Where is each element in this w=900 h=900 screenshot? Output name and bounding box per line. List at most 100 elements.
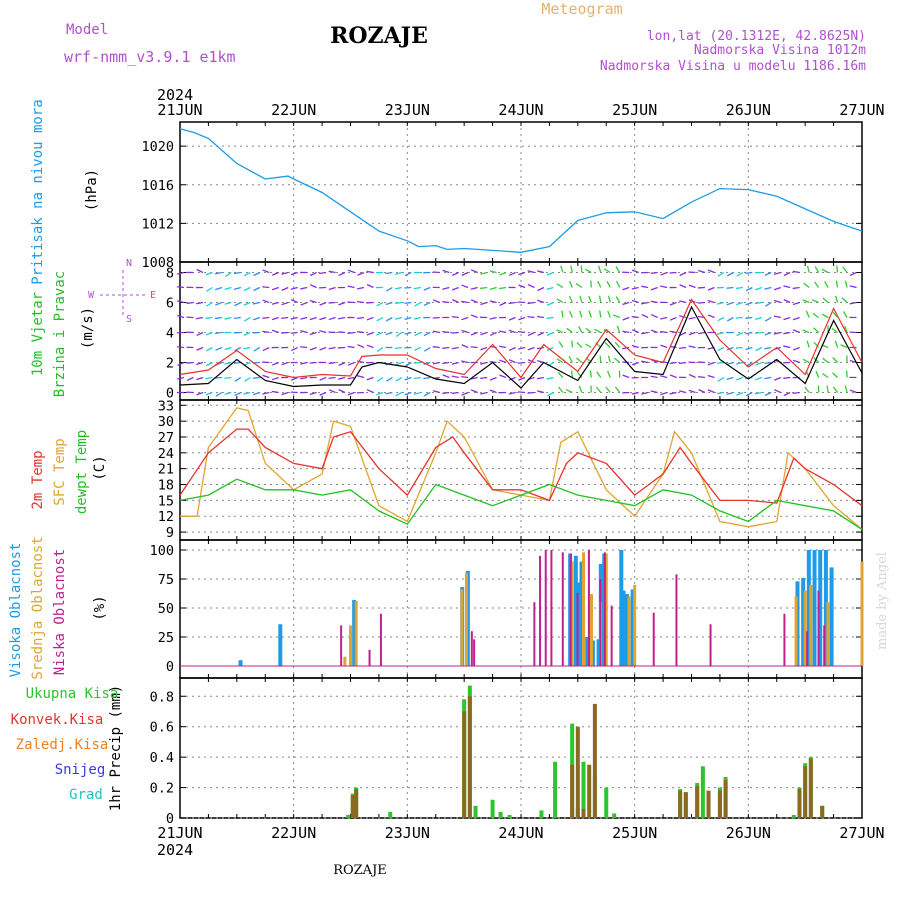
- wind-arrow: [290, 286, 298, 290]
- precip-conv-bar: [462, 711, 467, 818]
- direction-legend: W E S N: [88, 258, 156, 325]
- wind-arrow: [224, 301, 232, 305]
- wind-arrow: [707, 374, 715, 379]
- wind-arrow: [461, 284, 469, 289]
- wind-arrow: [442, 346, 450, 349]
- wind-arrow: [792, 301, 800, 306]
- wind-arrow: [489, 300, 497, 304]
- temp-unit-label: (C): [92, 455, 108, 480]
- wind-arrow: [489, 331, 497, 337]
- cloud-bar: [460, 589, 464, 666]
- wind-arrow: [281, 271, 289, 275]
- wind-arrow: [271, 361, 279, 366]
- wind-arrow: [356, 300, 365, 304]
- wind-arrow: [536, 390, 545, 394]
- wind-speed-line: [179, 305, 863, 389]
- left-axis-labels: Pritisak na nivou mora (hPa) 10m Vjetar Brz…: [8, 99, 124, 811]
- wind-arrow: [480, 391, 488, 395]
- wind-arrow: [214, 271, 223, 275]
- wind-arrow: [764, 361, 772, 365]
- cloud-bar: [379, 613, 382, 666]
- cloud-bar: [587, 550, 590, 666]
- wind-arrow: [309, 316, 317, 321]
- wind-arrow: [253, 271, 261, 277]
- wind-arrow: [822, 357, 829, 364]
- cloud-bar: [343, 656, 347, 666]
- precip-legend-item: Ukupna Kisa: [26, 686, 119, 702]
- wind-arrow: [423, 301, 431, 307]
- wind-arrow: [792, 329, 800, 334]
- wind-arrow: [717, 346, 725, 352]
- wind-arrow: [338, 301, 346, 306]
- wind-arrow: [631, 269, 639, 274]
- wind-arrow: [366, 331, 374, 336]
- pressure-line: [179, 128, 863, 253]
- wind-arrow: [300, 376, 308, 380]
- temperature-ytick-label: 18: [158, 478, 174, 494]
- cloud-bar: [806, 550, 811, 666]
- wind-arrow: [196, 361, 204, 366]
- wind-arrow: [849, 285, 857, 289]
- wind-arrow: [735, 286, 743, 290]
- wind-arrow: [517, 301, 526, 304]
- temperature-ytick-label: 30: [158, 414, 174, 430]
- wind-arrow: [499, 301, 507, 306]
- wind-arrow: [186, 361, 194, 364]
- wind-arrow: [622, 316, 630, 321]
- wind-arrow: [575, 283, 583, 289]
- wind-arrow: [271, 329, 279, 334]
- wind-arrow: [835, 280, 839, 288]
- wind-arrow: [650, 271, 658, 274]
- wind-arrow: [300, 286, 308, 290]
- wind-arrow: [224, 346, 232, 351]
- wind-arrow: [679, 300, 687, 304]
- wind-arrow: [413, 391, 421, 396]
- wind-arrow: [844, 385, 848, 393]
- wind-arrow: [773, 299, 781, 304]
- wind-arrow: [607, 355, 611, 363]
- wind-arrow: [499, 286, 507, 290]
- cloud-bar: [621, 590, 626, 666]
- wind-arrow: [376, 316, 384, 322]
- wind-arrow: [196, 331, 204, 337]
- wind-arrow: [394, 346, 402, 350]
- wind-arrow: [811, 299, 819, 304]
- wind-arrow: [470, 269, 478, 274]
- wind-arrow: [196, 346, 204, 351]
- precip-conv-bar: [820, 805, 825, 818]
- precip-legend-item: Grad: [69, 787, 103, 803]
- wind-arrow: [669, 271, 677, 274]
- wind-arrow: [206, 301, 213, 307]
- precip-unit-label: 1hr Precip (mm): [108, 685, 124, 811]
- wind-arrow: [716, 331, 725, 335]
- wind-arrow: [271, 301, 279, 305]
- wind-arrow: [177, 314, 185, 319]
- wind-arrow: [347, 376, 355, 380]
- cloud-bar: [709, 624, 712, 666]
- wind-arrow: [357, 344, 365, 349]
- wind-arrow: [290, 271, 298, 276]
- model-name: wrf-nmm_v3.9.1 e1km: [64, 48, 236, 66]
- wind-arrow: [584, 343, 592, 349]
- wind-arrow: [319, 316, 327, 321]
- wind-arrow: [754, 316, 762, 321]
- wind-arrow: [442, 391, 450, 395]
- wind-arrow: [442, 331, 450, 334]
- top-tick-label: 26JUN: [726, 101, 771, 119]
- wind-arrow: [688, 316, 696, 320]
- wind-arrow: [404, 271, 412, 277]
- precip-total-bar: [553, 761, 558, 818]
- wind-arrow: [679, 331, 687, 337]
- direction-e: E: [150, 290, 156, 301]
- wind-arrow: [432, 390, 440, 394]
- wind-arrow: [376, 346, 384, 352]
- wind-arrow: [281, 316, 289, 320]
- wind-arrow: [698, 269, 706, 274]
- wind-arrow: [461, 360, 469, 364]
- wind-arrow: [423, 376, 431, 380]
- precip-conv-bar: [706, 790, 711, 818]
- wind-arrow: [679, 284, 687, 289]
- wind-arrow: [432, 330, 440, 334]
- wind-arrow: [735, 301, 744, 306]
- wind-arrow: [806, 340, 810, 348]
